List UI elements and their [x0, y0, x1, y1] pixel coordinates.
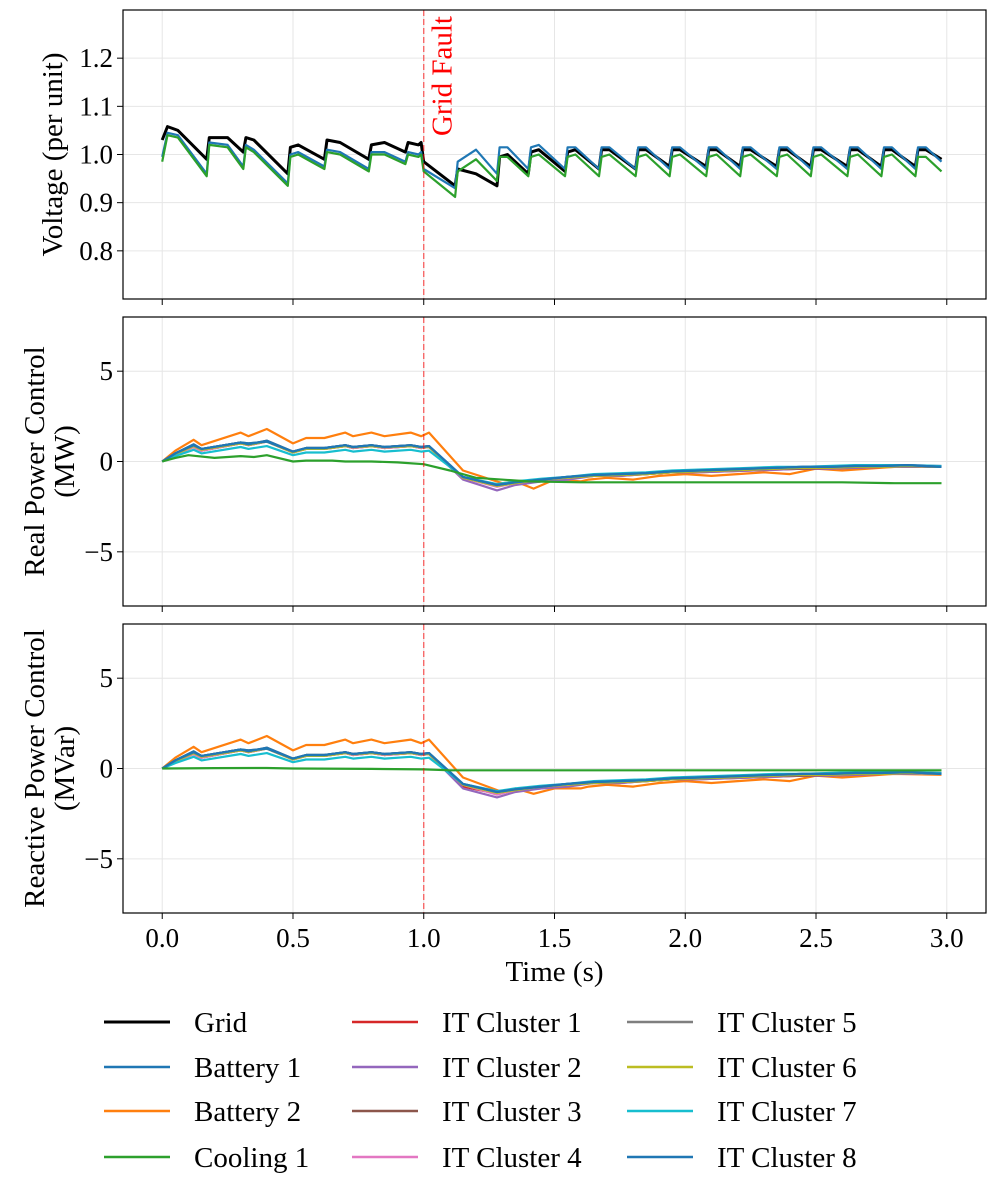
- legend-label-cooling-1: Cooling 1: [194, 1142, 309, 1174]
- panel-real-power: 5 0 −5 Real Power Control(MW): [19, 316, 987, 612]
- series-line-battery-1: [161, 440, 942, 487]
- y-tick-label: 5: [100, 663, 114, 693]
- y-tick-label: −5: [84, 844, 113, 874]
- y-tick-label: 0: [100, 754, 114, 784]
- series-line-battery-1: [161, 131, 943, 190]
- y-tick-label: 0.8: [79, 236, 113, 266]
- x-tick-label: 1.5: [538, 923, 572, 953]
- x-tick-label: 0.5: [276, 923, 310, 953]
- legend-label-battery-1: Battery 1: [194, 1052, 301, 1084]
- legend-label-it-cluster-8: IT Cluster 8: [717, 1142, 857, 1174]
- series-line-cooling-1: [161, 134, 943, 198]
- legend: Grid Battery 1 Battery 2 Cooling 1 IT Cluste…: [104, 1007, 857, 1174]
- y-axis-label: Real Power Control: [19, 346, 51, 576]
- fault-annotation: Grid Fault: [427, 16, 459, 136]
- legend-label-it-cluster-7: IT Cluster 7: [717, 1096, 857, 1128]
- y-axis-label: Voltage (per unit): [37, 52, 69, 256]
- legend-label-it-cluster-5: IT Cluster 5: [717, 1007, 857, 1039]
- y-tick-label: 0: [100, 447, 114, 477]
- x-axis-label: Time (s): [505, 956, 603, 988]
- legend-label-grid: Grid: [194, 1007, 248, 1039]
- legend-label-it-cluster-1: IT Cluster 1: [442, 1007, 582, 1039]
- y-axis-label: (MVar): [49, 726, 81, 811]
- y-tick-label: 0.9: [79, 188, 113, 218]
- y-tick-label: 5: [100, 356, 114, 386]
- x-tick-label: 3.0: [930, 923, 964, 953]
- legend-label-it-cluster-2: IT Cluster 2: [442, 1052, 582, 1084]
- y-tick-label: −5: [84, 537, 113, 567]
- y-tick-label: 1.2: [79, 43, 113, 73]
- legend-label-it-cluster-4: IT Cluster 4: [442, 1142, 582, 1174]
- y-axis-label: Reactive Power Control: [19, 629, 51, 908]
- x-tick-label: 0.0: [145, 923, 179, 953]
- series-group: [160, 125, 943, 198]
- series-group: [161, 427, 942, 492]
- x-tick-label: 1.0: [407, 923, 441, 953]
- y-tick-label: 1.0: [79, 140, 113, 170]
- legend-label-it-cluster-6: IT Cluster 6: [717, 1052, 857, 1084]
- series-group: [161, 734, 942, 799]
- x-tick-label: 2.5: [799, 923, 833, 953]
- legend-label-battery-2: Battery 2: [194, 1096, 301, 1128]
- series-line-battery-1: [161, 747, 942, 794]
- y-axis-label: (MW): [49, 425, 81, 497]
- legend-label-it-cluster-3: IT Cluster 3: [442, 1096, 582, 1128]
- y-tick-label: 1.1: [79, 91, 113, 121]
- x-tick-label: 2.0: [668, 923, 702, 953]
- series-line-cooling-1: [161, 454, 942, 485]
- panel-reactive-power: 5 0 −5 0.0 0.5 1.0 1.5 2.0 2.5 3.0 Reactive Power …: [19, 623, 987, 988]
- panel-voltage: Grid Fault 0.8 0.9 1.0 1.1 1.2 Voltage (per un…: [37, 9, 987, 305]
